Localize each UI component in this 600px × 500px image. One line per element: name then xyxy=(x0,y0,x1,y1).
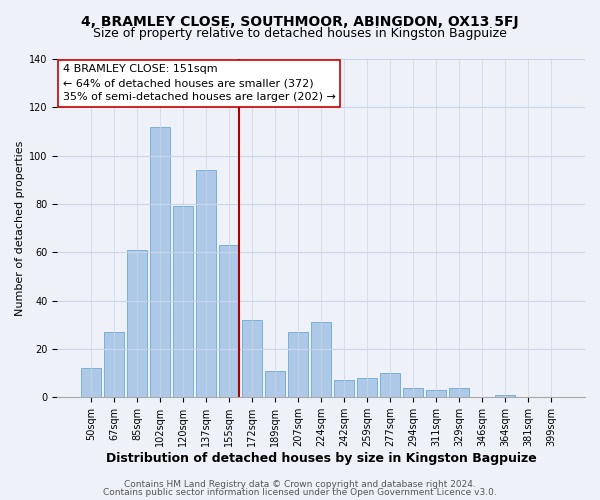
Bar xyxy=(196,170,216,397)
Bar xyxy=(496,395,515,397)
Text: Size of property relative to detached houses in Kingston Bagpuize: Size of property relative to detached ho… xyxy=(93,28,507,40)
Bar xyxy=(289,332,308,397)
X-axis label: Distribution of detached houses by size in Kingston Bagpuize: Distribution of detached houses by size … xyxy=(106,452,536,465)
Bar xyxy=(242,320,262,397)
Bar xyxy=(127,250,147,397)
Bar xyxy=(358,378,377,397)
Bar xyxy=(427,390,446,397)
Bar xyxy=(265,370,285,397)
Bar xyxy=(403,388,423,397)
Text: Contains HM Land Registry data © Crown copyright and database right 2024.: Contains HM Land Registry data © Crown c… xyxy=(124,480,476,489)
Bar xyxy=(380,373,400,397)
Text: Contains public sector information licensed under the Open Government Licence v3: Contains public sector information licen… xyxy=(103,488,497,497)
Bar xyxy=(220,245,239,397)
Text: 4 BRAMLEY CLOSE: 151sqm
← 64% of detached houses are smaller (372)
35% of semi-d: 4 BRAMLEY CLOSE: 151sqm ← 64% of detache… xyxy=(62,64,335,102)
Text: 4, BRAMLEY CLOSE, SOUTHMOOR, ABINGDON, OX13 5FJ: 4, BRAMLEY CLOSE, SOUTHMOOR, ABINGDON, O… xyxy=(81,15,519,29)
Y-axis label: Number of detached properties: Number of detached properties xyxy=(15,140,25,316)
Bar xyxy=(151,126,170,397)
Bar xyxy=(82,368,101,397)
Bar xyxy=(311,322,331,397)
Bar xyxy=(104,332,124,397)
Bar xyxy=(173,206,193,397)
Bar xyxy=(334,380,354,397)
Bar xyxy=(449,388,469,397)
